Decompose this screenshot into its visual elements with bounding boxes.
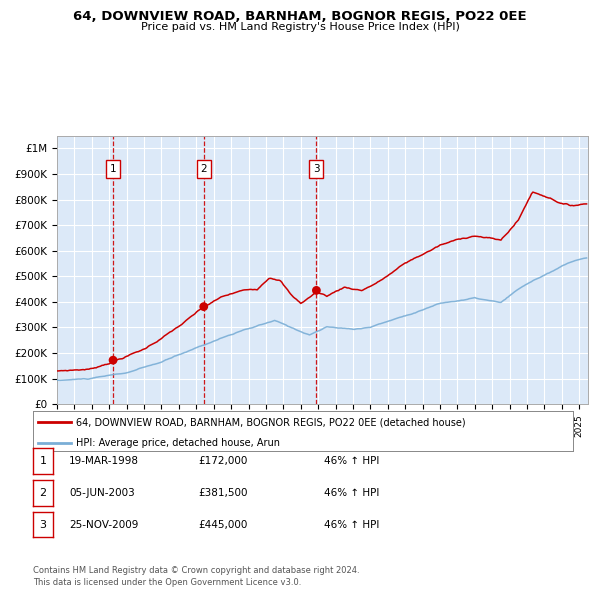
Text: 2: 2 bbox=[200, 164, 207, 174]
Text: 2: 2 bbox=[40, 488, 46, 497]
Text: 64, DOWNVIEW ROAD, BARNHAM, BOGNOR REGIS, PO22 0EE (detached house): 64, DOWNVIEW ROAD, BARNHAM, BOGNOR REGIS… bbox=[76, 417, 466, 427]
Text: £381,500: £381,500 bbox=[198, 488, 248, 497]
Text: Price paid vs. HM Land Registry's House Price Index (HPI): Price paid vs. HM Land Registry's House … bbox=[140, 22, 460, 32]
Text: 3: 3 bbox=[313, 164, 320, 174]
Text: HPI: Average price, detached house, Arun: HPI: Average price, detached house, Arun bbox=[76, 438, 280, 448]
Text: £172,000: £172,000 bbox=[198, 456, 247, 466]
Text: 46% ↑ HPI: 46% ↑ HPI bbox=[324, 520, 379, 529]
Text: 25-NOV-2009: 25-NOV-2009 bbox=[69, 520, 139, 529]
Text: 19-MAR-1998: 19-MAR-1998 bbox=[69, 456, 139, 466]
Text: Contains HM Land Registry data © Crown copyright and database right 2024.
This d: Contains HM Land Registry data © Crown c… bbox=[33, 566, 359, 587]
Text: 3: 3 bbox=[40, 520, 46, 529]
Text: 64, DOWNVIEW ROAD, BARNHAM, BOGNOR REGIS, PO22 0EE: 64, DOWNVIEW ROAD, BARNHAM, BOGNOR REGIS… bbox=[73, 10, 527, 23]
Text: 46% ↑ HPI: 46% ↑ HPI bbox=[324, 456, 379, 466]
Point bbox=[108, 355, 118, 365]
Point bbox=[199, 302, 209, 312]
Text: 05-JUN-2003: 05-JUN-2003 bbox=[69, 488, 135, 497]
Text: 46% ↑ HPI: 46% ↑ HPI bbox=[324, 488, 379, 497]
Text: 1: 1 bbox=[110, 164, 116, 174]
Text: £445,000: £445,000 bbox=[198, 520, 247, 529]
Point bbox=[311, 286, 321, 295]
Text: 1: 1 bbox=[40, 456, 46, 466]
